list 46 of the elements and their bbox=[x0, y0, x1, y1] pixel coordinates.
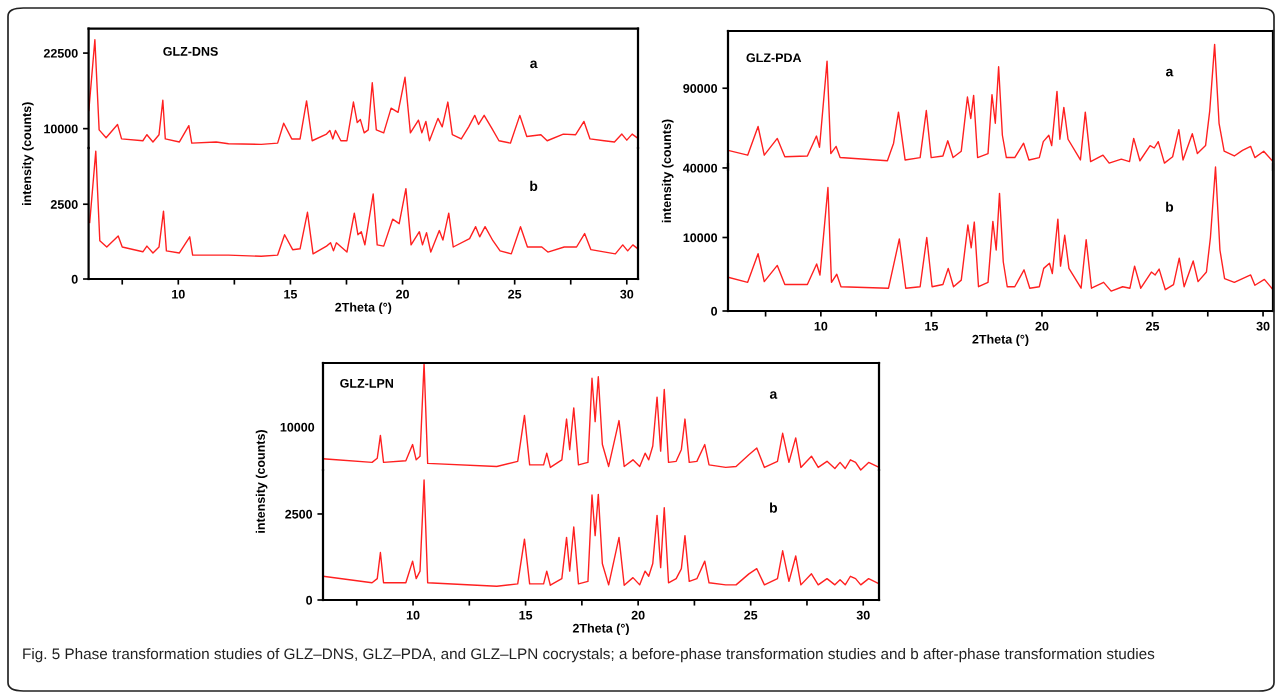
y-tick-label: 10000 bbox=[44, 124, 78, 134]
y-axis-title: intensity (counts) bbox=[661, 119, 674, 223]
y-tick-label: 90000 bbox=[683, 84, 718, 93]
text: b bbox=[530, 180, 538, 192]
x-tick-label: 15 bbox=[284, 289, 298, 299]
text: a bbox=[1166, 68, 1174, 77]
x-axis-title: 2Theta (°) bbox=[335, 302, 392, 315]
caption: Fig. 5 Phase transformation studies of GLZ–DNS, GLZ–PDA, and GLZ–LPN cocrystals; a before-phase transformation studies and b after-phase transformation studies bbox=[23, 648, 1155, 663]
line-series bbox=[728, 166, 1273, 292]
line-series bbox=[88, 39, 638, 146]
y-tick-label: 0 bbox=[711, 306, 718, 316]
text: a bbox=[769, 391, 778, 399]
x-tick-label: 30 bbox=[620, 289, 634, 299]
line-series bbox=[89, 150, 638, 257]
y-tick-label: 10000 bbox=[683, 233, 718, 243]
y-axis-title: intensity (counts) bbox=[22, 102, 34, 206]
x-tick-label: 20 bbox=[1035, 321, 1049, 331]
y-axis-title: intensity (counts) bbox=[255, 430, 268, 533]
x-tick-label: 25 bbox=[508, 289, 522, 299]
x-tick-label: 30 bbox=[856, 610, 870, 620]
x-tick-label: 20 bbox=[631, 610, 645, 620]
x-tick-label: 15 bbox=[519, 610, 533, 620]
line-series bbox=[728, 43, 1273, 164]
x-tick-label: 20 bbox=[396, 289, 409, 299]
y-tick-label: 2500 bbox=[285, 509, 313, 519]
y-tick-label: 0 bbox=[306, 595, 313, 605]
text: b bbox=[1166, 201, 1174, 212]
line-series bbox=[323, 479, 879, 587]
y-tick-label: 0 bbox=[71, 274, 78, 284]
text: GLZ-DNS bbox=[163, 46, 218, 56]
y-tick-label: 2500 bbox=[50, 200, 78, 209]
text: GLZ-LPN bbox=[340, 378, 393, 388]
x-axis-title: 2Theta (°) bbox=[972, 334, 1029, 347]
y-tick-label: 40000 bbox=[683, 163, 718, 173]
x-tick-label: 25 bbox=[744, 610, 758, 620]
text: a bbox=[530, 60, 538, 69]
text: b bbox=[770, 502, 778, 513]
y-tick-label: 22500 bbox=[43, 48, 78, 58]
x-tick-label: 10 bbox=[814, 321, 828, 331]
x-tick-label: 10 bbox=[172, 289, 185, 299]
x-tick-label: 10 bbox=[406, 610, 420, 620]
text: GLZ-PDA bbox=[746, 53, 802, 63]
x-tick-label: 30 bbox=[1256, 321, 1270, 331]
x-tick-label: 25 bbox=[1145, 321, 1160, 331]
x-axis-title: 2Theta (°) bbox=[572, 623, 629, 636]
x-tick-label: 15 bbox=[925, 321, 939, 331]
